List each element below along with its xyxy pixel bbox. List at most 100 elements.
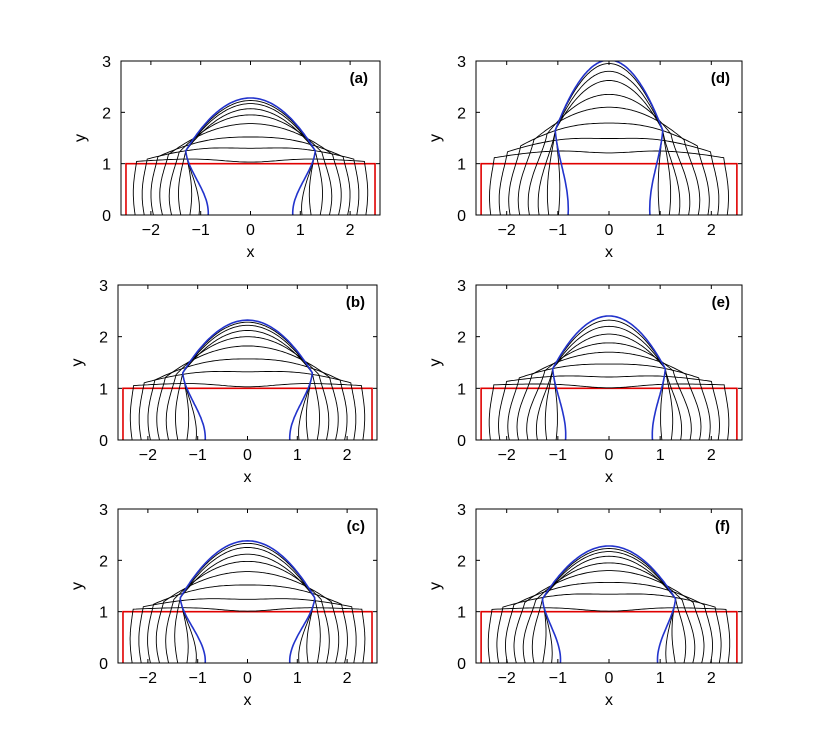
panel-label: (d): [711, 70, 730, 87]
initial-rectangle: [480, 162, 738, 215]
plot-area: [480, 545, 738, 663]
contour-5: [527, 93, 691, 215]
contour-2: [498, 137, 720, 215]
plot-area: [480, 61, 738, 215]
x-tick-label: 1: [296, 222, 305, 239]
x-tick-label: −1: [549, 222, 567, 239]
y-axis-label: y: [72, 134, 89, 142]
contour-4: [156, 345, 339, 440]
x-tick-label: −1: [549, 447, 567, 464]
x-tick-label: 2: [343, 447, 352, 464]
panel-d: −2 −1 0 1 2 0 1 2 3 x y (d): [427, 54, 743, 261]
contour-6: [531, 555, 687, 663]
contour-1: [489, 150, 729, 215]
final-contour: [179, 539, 316, 663]
panel-b: −2 −1 0 1 2 0 1 2 3 x y (b): [69, 278, 378, 486]
contour-1: [488, 383, 730, 440]
x-tick-label: 2: [343, 670, 352, 687]
contour-4: [513, 570, 705, 663]
x-tick-label: 1: [656, 670, 665, 687]
y-tick-label: 0: [457, 208, 466, 225]
y-tick-label: 2: [102, 105, 111, 122]
y-tick-label: 1: [457, 605, 466, 622]
initial-rectangle: [122, 610, 373, 663]
contour-6: [535, 333, 683, 440]
panel-label: (b): [346, 294, 365, 311]
x-tick-label: 0: [243, 670, 252, 687]
x-tick-label: −2: [142, 222, 160, 239]
x-tick-label: −2: [139, 447, 157, 464]
panel-label: (c): [347, 518, 365, 535]
panel-a: −2 −1 0 1 2 0 1 2 3 x y (a): [72, 54, 381, 261]
panel-c: −2 −1 0 1 2 0 1 2 3 x y (c): [69, 502, 378, 709]
contour-5: [165, 336, 330, 440]
y-tick-label: 3: [99, 502, 108, 519]
contour-6: [178, 108, 323, 215]
x-tick-label: 0: [605, 222, 614, 239]
x-axis-label: x: [244, 469, 252, 486]
contour-3: [147, 358, 348, 440]
contour-4: [517, 106, 701, 215]
x-tick-label: 2: [707, 222, 716, 239]
x-tick-label: −2: [139, 670, 157, 687]
contour-4: [155, 571, 340, 663]
plot-area: [480, 315, 738, 440]
x-tick-label: 1: [293, 447, 302, 464]
y-tick-label: 0: [99, 656, 108, 673]
x-tick-label: 0: [246, 222, 255, 239]
y-tick-label: 2: [457, 553, 466, 570]
y-tick-label: 0: [102, 208, 111, 225]
final-contour: [551, 315, 667, 440]
initial-rectangle: [480, 610, 738, 663]
contour-1: [129, 383, 366, 440]
x-tick-label: −1: [189, 670, 207, 687]
y-axis-label: y: [69, 359, 86, 367]
y-tick-label: 0: [99, 433, 108, 450]
final-contour: [184, 97, 317, 215]
x-tick-label: −2: [498, 670, 516, 687]
contour-2: [496, 593, 722, 663]
plot-area: [122, 319, 373, 440]
contour-3: [507, 363, 711, 440]
contour-2: [138, 370, 357, 440]
contour-1: [487, 607, 731, 663]
contour-7: [185, 103, 316, 215]
panel-f: −2 −1 0 1 2 0 1 2 3 x y (f): [427, 502, 743, 709]
contour-2: [141, 147, 360, 215]
plot-area: [125, 97, 376, 215]
x-tick-label: 0: [605, 670, 614, 687]
initial-rectangle: [125, 162, 376, 215]
y-tick-label: 2: [99, 330, 108, 347]
x-axis-label: x: [605, 692, 613, 709]
x-tick-label: 1: [293, 670, 302, 687]
panel-label: (a): [350, 70, 368, 87]
y-tick-label: 1: [99, 605, 108, 622]
x-tick-label: −1: [189, 447, 207, 464]
x-axis-label: x: [605, 244, 613, 261]
contour-2: [498, 375, 720, 440]
x-tick-label: −1: [192, 222, 210, 239]
y-tick-label: 0: [457, 433, 466, 450]
contour-3: [147, 584, 348, 663]
x-tick-label: 2: [707, 670, 716, 687]
final-contour: [181, 319, 314, 440]
contour-6: [174, 553, 321, 663]
y-tick-label: 3: [99, 278, 108, 295]
contour-8: [554, 63, 664, 215]
contour-8: [552, 319, 666, 440]
y-axis-label: y: [69, 582, 86, 590]
y-tick-label: 1: [102, 157, 111, 174]
y-tick-label: 0: [457, 656, 466, 673]
contour-1: [132, 158, 369, 215]
y-tick-label: 3: [457, 54, 466, 71]
panel-label: (f): [715, 518, 730, 535]
contour-7: [182, 324, 313, 440]
contour-7: [546, 70, 672, 215]
y-tick-label: 3: [102, 54, 111, 71]
x-tick-label: 2: [346, 222, 355, 239]
contour-5: [168, 114, 333, 215]
contour-3: [150, 136, 351, 215]
initial-rectangle: [122, 387, 373, 440]
y-tick-label: 1: [99, 381, 108, 398]
